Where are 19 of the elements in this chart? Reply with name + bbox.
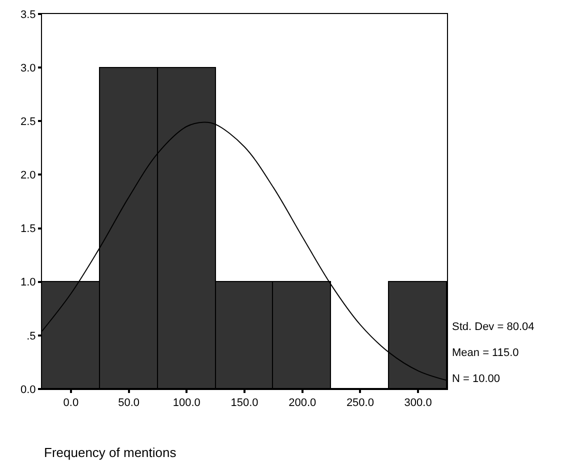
y-tick-label: .5 bbox=[26, 330, 36, 342]
x-tick-label: 300.0 bbox=[404, 397, 432, 410]
x-tick-label: 0.0 bbox=[63, 397, 79, 410]
y-tick-label: 2.0 bbox=[20, 170, 36, 182]
y-tick-label: 3.5 bbox=[20, 8, 36, 21]
x-tick-label: 50.0 bbox=[118, 397, 140, 410]
y-tick-label: 0.0 bbox=[20, 384, 36, 396]
y-tick-label: 1.5 bbox=[20, 223, 36, 236]
x-tick-label: 250.0 bbox=[346, 397, 374, 410]
y-tick-label: 3.0 bbox=[20, 62, 36, 74]
y-tick-label: 2.5 bbox=[20, 116, 36, 128]
x-tick-label: 200.0 bbox=[288, 397, 316, 410]
x-tick-label: 100.0 bbox=[172, 397, 200, 410]
y-tick-label: 1.0 bbox=[20, 276, 36, 289]
text: Std. Dev = 80.04 bbox=[452, 321, 534, 333]
text: N = 10.00 bbox=[452, 373, 500, 385]
text: Mean = 115.0 bbox=[452, 347, 519, 359]
x-axis-title: Frequency of mentions bbox=[44, 445, 177, 460]
x-tick-label: 150.0 bbox=[230, 397, 258, 410]
